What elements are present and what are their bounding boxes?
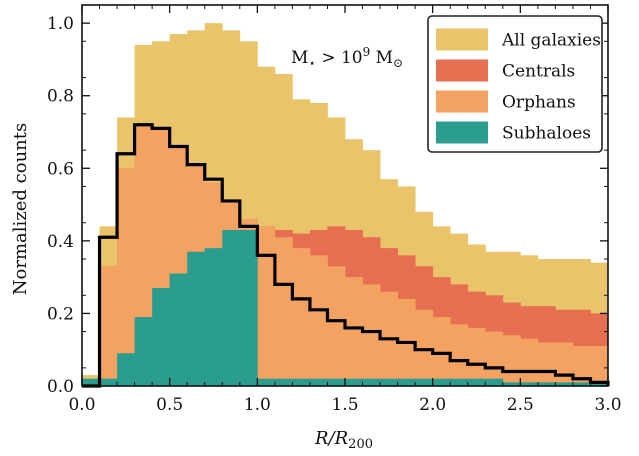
- x-tick-label: 2.0: [419, 395, 446, 415]
- legend-swatch: [436, 121, 488, 144]
- bar: [467, 327, 486, 386]
- x-tick-label: 1.0: [244, 395, 271, 415]
- legend-label: Subhaloes: [502, 124, 591, 144]
- bar: [590, 382, 609, 386]
- mass-cut-annotation: M⋆ > 109 M⊙: [291, 45, 403, 70]
- x-tick-label: 2.5: [507, 395, 534, 415]
- bar: [99, 266, 118, 386]
- bar: [467, 378, 486, 386]
- bar: [520, 338, 539, 386]
- bar: [345, 378, 363, 386]
- bar: [99, 378, 118, 386]
- bar: [520, 382, 539, 386]
- bar: [432, 378, 451, 386]
- bar: [555, 382, 574, 386]
- bar: [555, 342, 574, 386]
- x-tick-label: 1.5: [331, 395, 358, 415]
- bar: [204, 248, 223, 386]
- bar: [257, 378, 276, 386]
- legend: All galaxies Centrals Orphans Subhaloes: [427, 15, 603, 153]
- bar: [485, 378, 504, 386]
- bar: [362, 284, 381, 386]
- bar: [345, 277, 363, 386]
- bar: [134, 317, 153, 386]
- bar: [274, 237, 293, 386]
- legend-label: Centrals: [502, 62, 575, 82]
- bar: [397, 378, 416, 386]
- y-axis-label: Normalized counts: [10, 123, 31, 295]
- bar: [274, 378, 293, 386]
- bar: [292, 248, 311, 386]
- y-tick-label: 0.8: [47, 87, 74, 107]
- bar: [590, 346, 609, 386]
- bar: [327, 266, 346, 386]
- y-tick-label: 0.2: [47, 304, 74, 324]
- y-tick-label: 0.0: [47, 377, 74, 397]
- bar: [117, 353, 135, 386]
- bar: [432, 317, 451, 386]
- bar: [82, 378, 100, 386]
- bar: [450, 324, 469, 386]
- bar: [502, 382, 521, 386]
- x-tick-label: 0.5: [156, 395, 183, 415]
- bar: [572, 346, 591, 386]
- bar: [169, 273, 188, 386]
- step-line-group: [82, 123, 610, 388]
- bar: [327, 378, 346, 386]
- bar: [537, 342, 556, 386]
- y-tick-label: 0.4: [47, 232, 74, 252]
- bar: [117, 168, 135, 386]
- bar: [309, 255, 328, 386]
- bar: [502, 335, 521, 386]
- legend-swatch: [436, 59, 488, 82]
- annot-unit: M: [370, 48, 393, 68]
- bar: [450, 378, 469, 386]
- x-axis-label-sub: 200: [348, 437, 373, 452]
- y-tick-label: 0.6: [47, 159, 74, 179]
- tick-labels: 0.0 0.5 1.0 1.5 2.0 2.5 3.0 0.0 0.2 0.4 0.6 0.8 1.0: [47, 14, 622, 415]
- bar: [537, 382, 556, 386]
- legend-label: Orphans: [502, 93, 576, 113]
- legend-label: All galaxies: [501, 31, 601, 51]
- x-axis-label-main: R/R: [314, 428, 348, 449]
- annot-m-sub: ⋆: [308, 56, 316, 70]
- bar: [152, 288, 171, 386]
- bar: [292, 378, 311, 386]
- legend-swatch: [436, 90, 488, 113]
- bar: [415, 378, 434, 386]
- bar: [485, 331, 504, 386]
- bar: [362, 378, 381, 386]
- bar: [187, 251, 206, 386]
- x-tick-label: 3.0: [594, 395, 621, 415]
- bar: [572, 382, 591, 386]
- histogram-bars: [82, 23, 609, 387]
- bar: [257, 226, 276, 386]
- plot-frame: [81, 4, 609, 387]
- annot-unit-sub: ⊙: [393, 56, 403, 70]
- bar: [415, 309, 434, 386]
- x-axis-label: R/R200: [314, 428, 373, 452]
- legend-swatch: [436, 28, 488, 51]
- bar: [380, 378, 398, 386]
- annot-m: M: [291, 48, 308, 68]
- series-subhaloes: [82, 229, 609, 386]
- bar: [222, 229, 241, 386]
- step-line: [82, 123, 610, 388]
- annot-relation: > 10: [316, 48, 363, 68]
- x-tick-label: 0.0: [68, 395, 95, 415]
- bar: [239, 229, 258, 386]
- y-tick-label: 1.0: [47, 14, 74, 34]
- annot-exp: 9: [363, 45, 371, 59]
- bar: [309, 378, 328, 386]
